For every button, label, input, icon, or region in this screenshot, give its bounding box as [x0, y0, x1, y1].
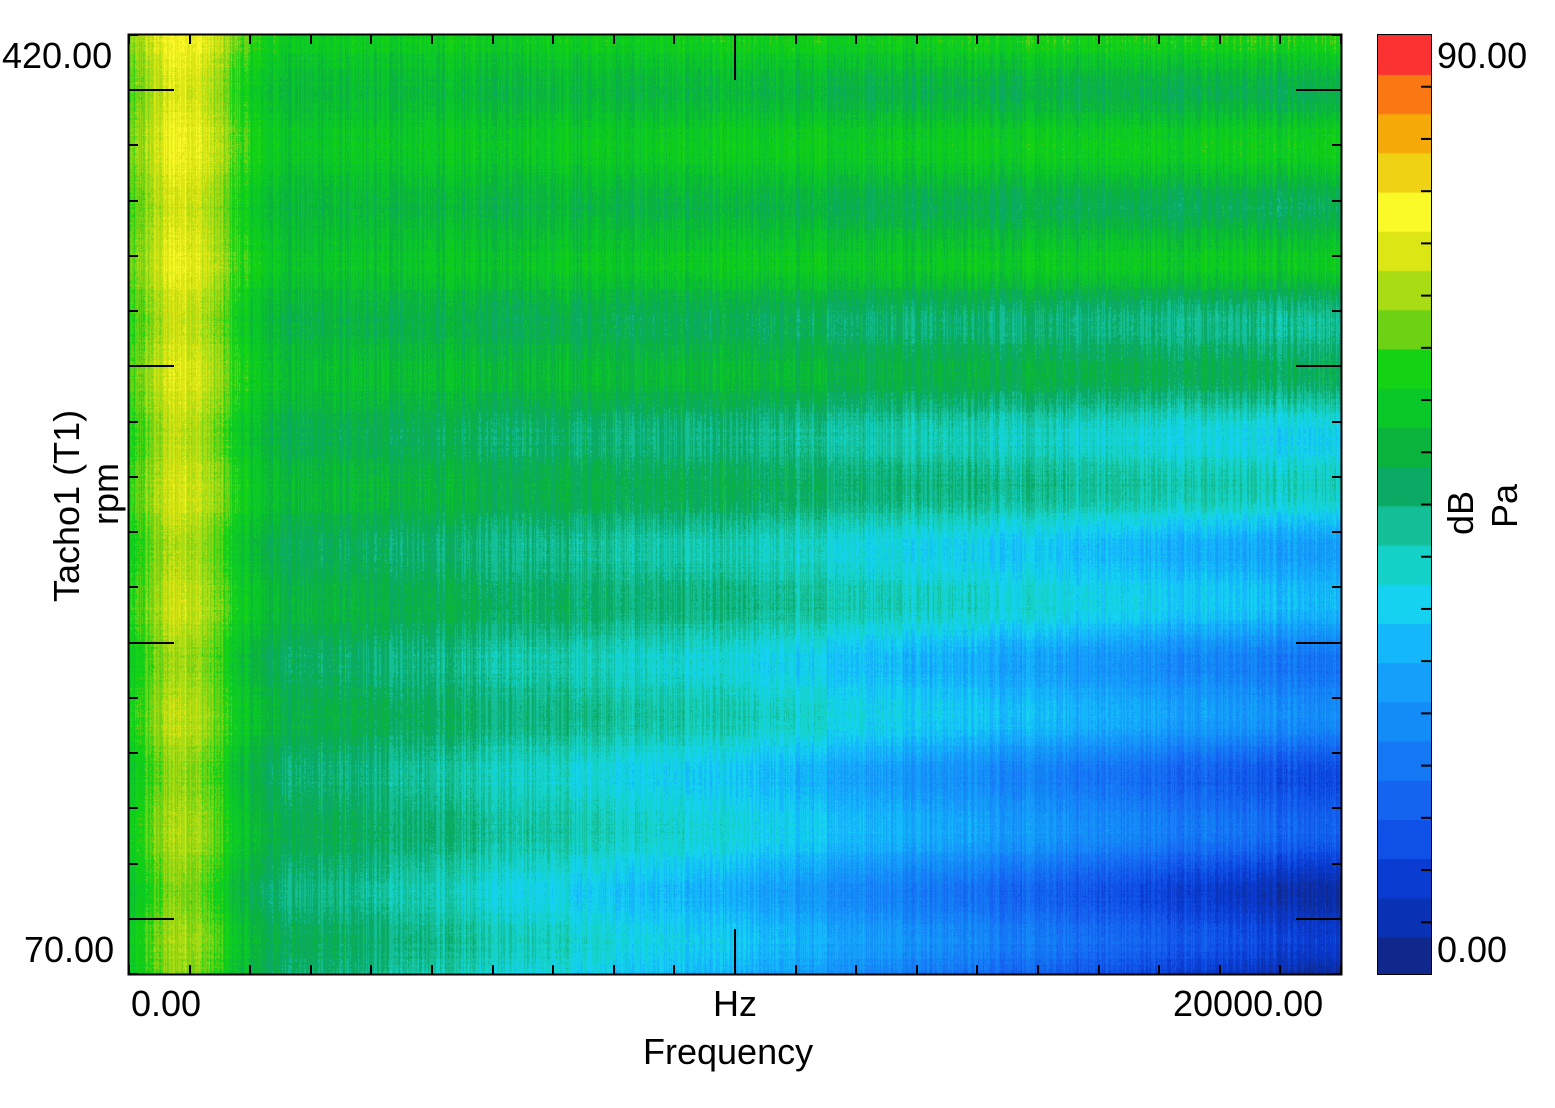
- y-tick-label-top: 420.00: [2, 35, 113, 76]
- x-tick-label-right: 20000.00: [1173, 983, 1324, 1024]
- colorbar-title: dB: [1440, 490, 1481, 536]
- y-tick-label-bottom: 70.00: [24, 929, 115, 970]
- spectrogram-heatmap: [128, 34, 1342, 975]
- colorbar-frame: [1377, 34, 1432, 975]
- spectrogram-plot-area: [127, 33, 1343, 976]
- x-tick-label-left: 0.00: [131, 983, 202, 1024]
- y-axis-unit: rpm: [85, 463, 126, 525]
- colorbar-min-label: 0.00: [1437, 929, 1508, 970]
- colorbar-unit: Pa: [1484, 483, 1525, 529]
- colorbar-max-label: 90.00: [1437, 35, 1528, 76]
- x-axis-title: Frequency: [643, 1031, 814, 1072]
- plot-frame: [127, 33, 1343, 976]
- x-axis-unit: Hz: [713, 983, 757, 1024]
- y-axis-title: Tacho1 (T1): [46, 409, 87, 602]
